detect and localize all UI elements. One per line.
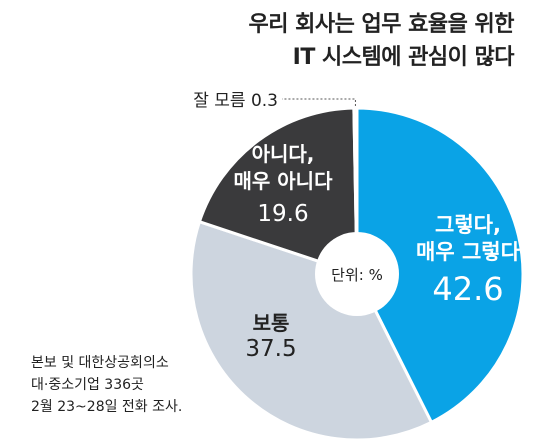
slice-label: 그렇다, bbox=[435, 213, 501, 237]
pie-slice bbox=[197, 106, 359, 277]
pie-slice bbox=[189, 219, 434, 442]
slice-value-label: 19.6 bbox=[257, 201, 308, 227]
leader-line bbox=[282, 98, 356, 107]
chart-title: 우리 회사는 업무 효율을 위한 IT 시스템에 관심이 많다 bbox=[248, 8, 514, 74]
unit-label: 단위: % bbox=[331, 266, 383, 284]
source-note: 본보 및 대한상공회의소 대·중소기업 336곳 2월 23~28일 전화 조사… bbox=[31, 352, 182, 418]
slice-label-outside: 잘 모름 0.3 bbox=[193, 91, 278, 111]
source-line-3: 2월 23~28일 전화 조사. bbox=[31, 399, 183, 415]
pie-slice bbox=[355, 106, 525, 425]
slice-label: 매우 그렇다 bbox=[416, 240, 521, 264]
chart-title-line-1: 우리 회사는 업무 효율을 위한 bbox=[248, 12, 514, 37]
slice-value-label: 42.6 bbox=[432, 270, 503, 308]
slice-label: 보통 bbox=[253, 311, 290, 335]
source-line-1: 본보 및 대한상공회의소 bbox=[31, 355, 169, 371]
slice-value-label: 37.5 bbox=[245, 336, 296, 362]
slice-label: 매우 아니다 bbox=[234, 169, 334, 193]
slice-label: 아니다, bbox=[252, 142, 315, 166]
source-line-2: 대·중소기업 336곳 bbox=[31, 377, 144, 393]
chart-title-line-2: IT 시스템에 관심이 많다 bbox=[292, 45, 515, 70]
center-circle bbox=[315, 232, 399, 316]
